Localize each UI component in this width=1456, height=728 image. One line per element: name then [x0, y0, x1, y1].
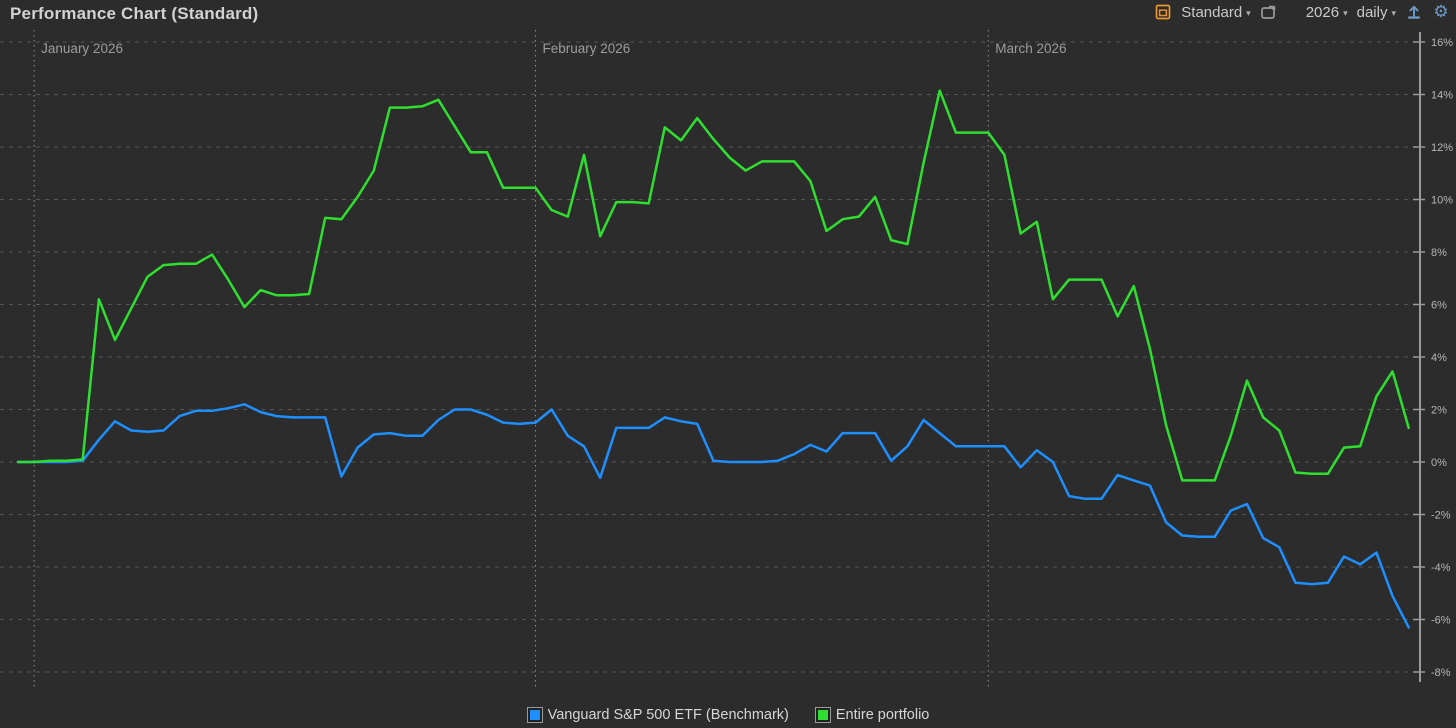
legend-item-portfolio[interactable]: Entire portfolio: [814, 707, 930, 723]
gear-icon[interactable]: ⚙: [1433, 2, 1449, 21]
legend-item-benchmark[interactable]: Vanguard S&P 500 ETF (Benchmark): [526, 707, 789, 723]
chevron-down-icon: ▾: [1246, 7, 1251, 18]
month-label: February 2026: [542, 41, 630, 56]
legend-label-benchmark: Vanguard S&P 500 ETF (Benchmark): [547, 707, 789, 723]
y-axis-tick-label: -2%: [1431, 510, 1451, 522]
month-label: March 2026: [995, 41, 1066, 56]
y-axis-tick-label: 8%: [1431, 247, 1447, 259]
y-axis-tick-label: -6%: [1431, 615, 1451, 627]
y-axis-tick-label: -4%: [1431, 562, 1451, 574]
y-axis-tick-label: 16%: [1431, 37, 1453, 49]
legend-label-portfolio: Entire portfolio: [835, 707, 930, 723]
page-title: Performance Chart (Standard): [10, 4, 259, 23]
portfolio-series-line[interactable]: [16, 89, 1410, 482]
interval-label: daily: [1356, 3, 1388, 21]
upload-icon[interactable]: [1405, 3, 1423, 21]
y-axis-tick-label: 0%: [1431, 457, 1447, 469]
month-label: January 2026: [41, 41, 123, 56]
interval-dropdown[interactable]: daily ▾: [1357, 4, 1396, 21]
portfolio-swatch: [814, 707, 831, 723]
chart-legend: Vanguard S&P 500 ETF (Benchmark) Entire …: [0, 707, 1456, 723]
y-axis-tick-label: 14%: [1431, 90, 1453, 102]
layout-icon[interactable]: [1154, 3, 1172, 21]
year-label: 2026: [1305, 3, 1340, 21]
y-axis-tick-label: 6%: [1431, 300, 1447, 312]
view-mode-label: Standard: [1181, 3, 1243, 21]
chevron-down-icon: ▾: [1391, 7, 1396, 18]
y-axis-tick-label: 2%: [1431, 405, 1447, 417]
view-mode-dropdown[interactable]: Standard ▾: [1181, 4, 1250, 21]
y-axis-tick-label: -8%: [1431, 667, 1451, 679]
chart-canvas: January 2026 February 2026 March 2026 16% 14…: [0, 30, 1453, 690]
year-dropdown[interactable]: 2026 ▾: [1306, 4, 1348, 21]
y-axis-tick-label: 4%: [1431, 352, 1447, 364]
chart-header: Performance Chart (Standard) Standard ▾: [0, 0, 1456, 30]
expand-icon[interactable]: [1260, 3, 1278, 21]
chevron-down-icon: ▾: [1343, 7, 1348, 18]
y-axis-tick-label: 12%: [1431, 142, 1453, 154]
benchmark-series-line[interactable]: [16, 403, 1410, 629]
header-controls: Standard ▾ 2026 ▾ daily ▾: [1154, 3, 1450, 21]
benchmark-swatch: [526, 707, 543, 723]
y-axis-tick-label: 10%: [1431, 195, 1453, 207]
